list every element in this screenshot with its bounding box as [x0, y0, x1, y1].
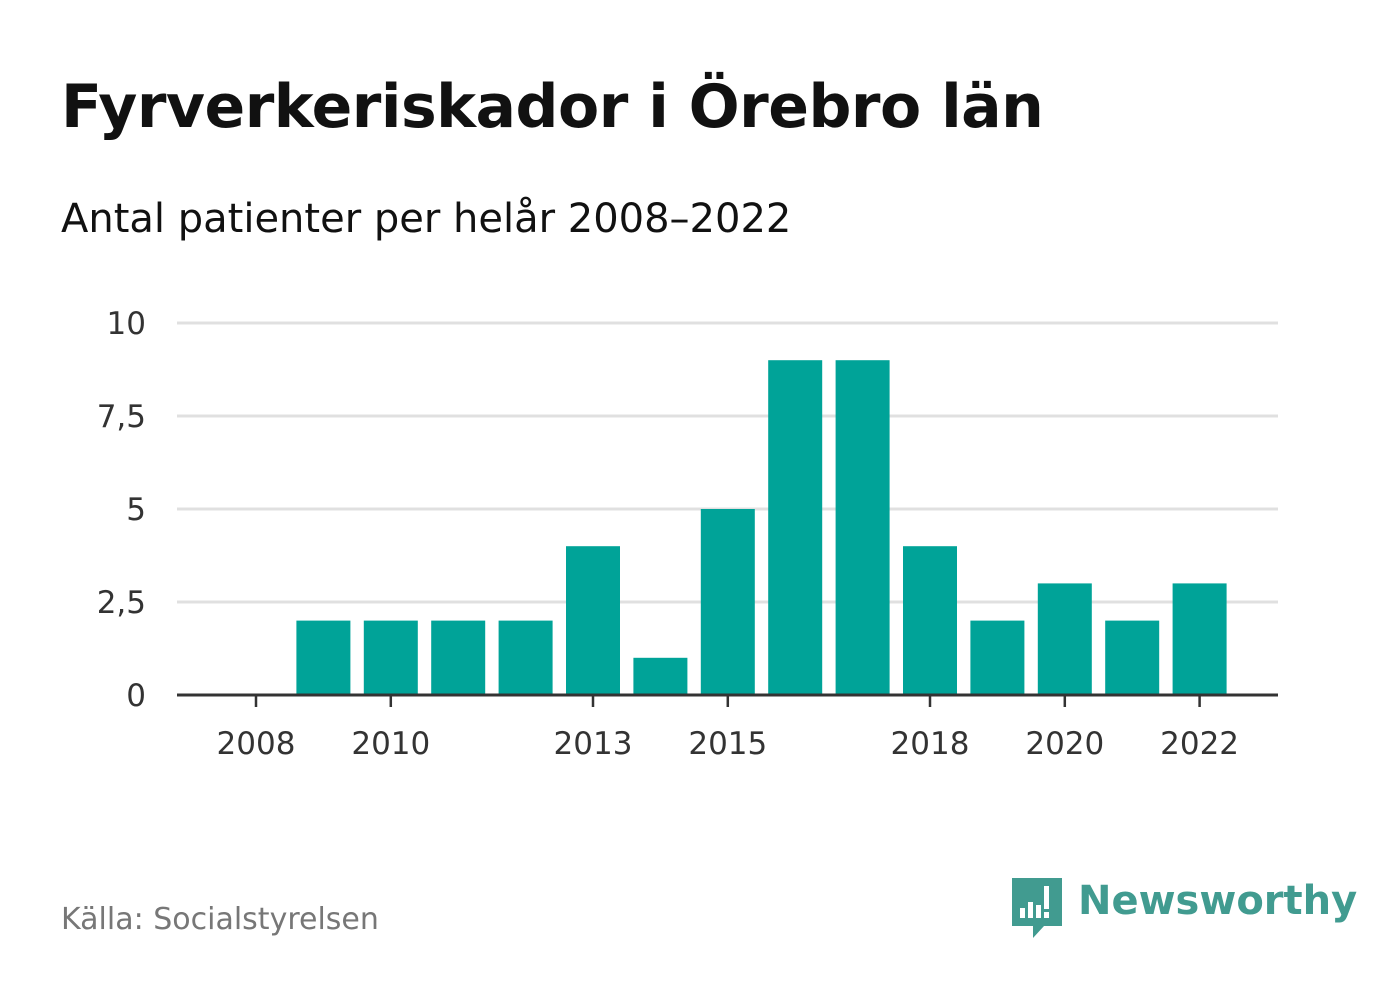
bar-2016 [768, 360, 823, 695]
bar-2021 [1105, 620, 1160, 695]
brand-name: Newsworthy [1078, 878, 1358, 924]
bar-2009 [296, 620, 351, 695]
bar-2013 [566, 546, 620, 695]
x-tick-label: 2015 [688, 726, 767, 762]
bar-2019 [970, 620, 1025, 695]
x-tick-label: 2013 [554, 726, 633, 762]
chart-subtitle: Antal patienter per helår 2008–2022 [61, 196, 792, 242]
x-tick-label: 2008 [217, 726, 296, 762]
x-tick-label: 2010 [351, 726, 430, 762]
newsworthy-chart-icon [1012, 878, 1062, 938]
y-axis-ticks: 0 2,5 5 7,5 10 [97, 306, 146, 714]
x-tick-label: 2022 [1160, 726, 1239, 762]
bar-2017 [835, 360, 890, 695]
x-tick-label: 2020 [1025, 726, 1104, 762]
bar-2010 [363, 620, 418, 695]
bar-2011 [431, 620, 486, 695]
source-note: Källa: Socialstyrelsen [61, 902, 379, 937]
y-tick-label: 7,5 [97, 399, 146, 435]
chart-title: Fyrverkeriskador i Örebro län [61, 72, 1044, 142]
y-tick-label: 10 [107, 306, 146, 342]
y-tick-label: 0 [126, 678, 146, 714]
bars [296, 360, 1227, 695]
bar-2022 [1172, 583, 1227, 695]
bar-2020 [1037, 583, 1092, 695]
brand-logo: Newsworthy [1012, 878, 1357, 940]
bar-2014 [633, 657, 688, 695]
bar-2012 [498, 620, 553, 695]
x-axis-ticks: 2008 2010 2013 2015 2018 2020 2022 [217, 695, 1239, 762]
x-tick-label: 2018 [891, 726, 970, 762]
y-tick-label: 2,5 [97, 585, 146, 621]
bar-2018 [903, 546, 957, 695]
y-tick-label: 5 [126, 492, 146, 528]
bar-2015 [700, 509, 755, 695]
